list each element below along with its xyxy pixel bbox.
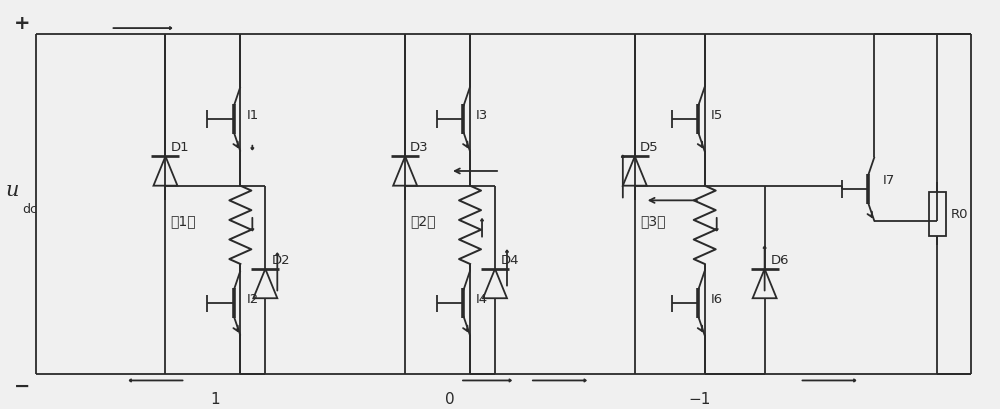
Text: I3: I3 [476,108,488,121]
Text: −1: −1 [689,391,711,406]
Text: −: − [14,375,31,395]
Bar [929,192,946,236]
Text: D3: D3 [410,141,429,154]
Text: R0: R0 [950,207,968,220]
Text: D2: D2 [271,253,290,266]
Text: 1: 1 [211,391,220,406]
Text: D4: D4 [501,253,519,266]
Text: D5: D5 [640,141,658,154]
Text: I7: I7 [882,173,895,187]
Text: 第3相: 第3相 [640,213,665,227]
Text: I5: I5 [711,108,723,121]
Text: I4: I4 [476,292,488,305]
Text: D6: D6 [771,253,789,266]
Text: u: u [6,180,19,199]
Text: D1: D1 [170,141,189,154]
Text: I2: I2 [246,292,259,305]
Text: 0: 0 [445,391,455,406]
Text: +: + [14,14,31,33]
Text: I6: I6 [711,292,723,305]
Text: dc: dc [23,203,38,216]
Text: 第1相: 第1相 [170,213,196,227]
Text: I1: I1 [246,108,259,121]
Text: 第2相: 第2相 [410,213,436,227]
